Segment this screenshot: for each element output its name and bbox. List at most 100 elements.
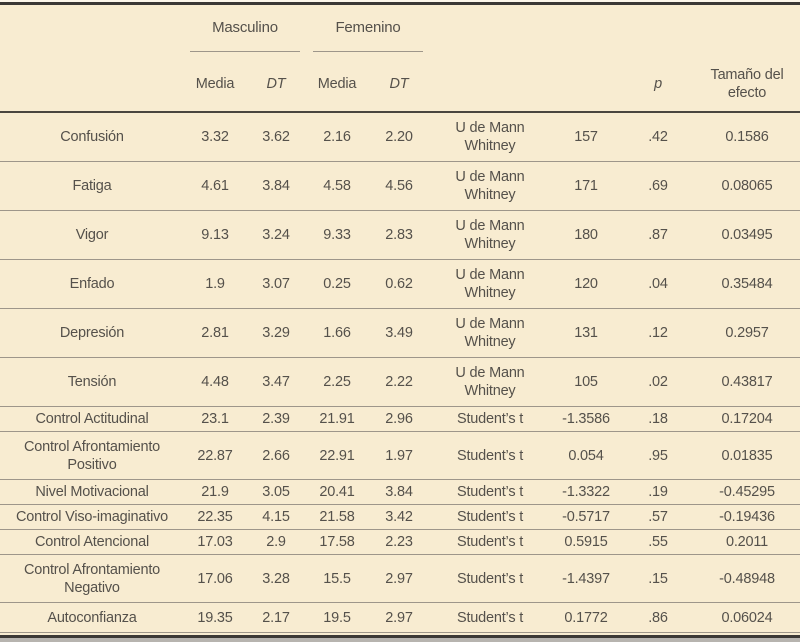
statistic-cell: 0.1772: [550, 603, 622, 632]
femenino-media-value: 2.16: [323, 129, 351, 145]
test-name-cell: U de Mann Whitney: [430, 113, 550, 161]
femenino-dt-value: 2.22: [385, 374, 413, 390]
p-value: .18: [648, 411, 668, 427]
statistic-value: 105: [574, 374, 598, 390]
femenino-dt-value: 1.97: [385, 447, 413, 464]
test-name-cell: Student’s t: [430, 407, 550, 431]
test-name-cell: Student’s t: [430, 603, 550, 632]
variable-name: Vigor: [75, 227, 109, 243]
femenino-dt-value: 3.49: [385, 325, 413, 341]
empty-header-cell: [550, 57, 622, 111]
p-value-cell: .15: [622, 555, 694, 602]
statistic-value: 120: [574, 276, 598, 292]
statistic-cell: 120: [550, 260, 622, 308]
p-value: .42: [648, 129, 668, 145]
masculino-dt-cell: 3.28: [246, 555, 306, 602]
group-label-masculino: Masculino: [212, 19, 278, 36]
femenino-dt-value: 2.23: [385, 534, 413, 550]
variable-name: Control Atencional: [34, 534, 150, 550]
femenino-media-value: 4.58: [323, 178, 351, 194]
top-edge-strip: [0, 0, 800, 2]
table-row: Enfado 1.9 3.07 0.25 0.62 U de Mann Whit…: [0, 260, 800, 309]
masculino-dt-cell: 2.39: [246, 407, 306, 431]
femenino-dt-cell: 2.23: [368, 530, 430, 554]
p-value-cell: .12: [622, 309, 694, 357]
table-bottom-rule: [0, 635, 800, 638]
empty-header-cell: [430, 57, 550, 111]
masculino-media-cell: 17.03: [184, 530, 246, 554]
femenino-dt-cell: 2.83: [368, 211, 430, 259]
variable-name-cell: Control Afrontamiento Positivo: [0, 432, 184, 479]
masculino-media-value: 23.1: [201, 411, 229, 427]
p-value-cell: .69: [622, 162, 694, 210]
p-value-cell: .87: [622, 211, 694, 259]
p-value-cell: .04: [622, 260, 694, 308]
table-row: Control Actitudinal 23.1 2.39 21.91 2.96…: [0, 407, 800, 432]
femenino-media-value: 21.58: [319, 509, 355, 525]
effect-size-value: 0.17204: [721, 411, 773, 427]
femenino-dt-cell: 3.42: [368, 505, 430, 529]
effect-size-value: 0.06024: [721, 609, 773, 626]
effect-size-value: -0.45295: [719, 484, 775, 500]
statistic-cell: -1.3322: [550, 480, 622, 504]
femenino-dt-cell: 2.97: [368, 555, 430, 602]
p-value: .87: [648, 227, 668, 243]
femenino-dt-cell: 2.97: [368, 603, 430, 632]
statistic-value: -1.4397: [562, 570, 610, 587]
table-row: Control Atencional 17.03 2.9 17.58 2.23 …: [0, 530, 800, 555]
masculino-media-cell: 4.61: [184, 162, 246, 210]
statistic-cell: -0.5717: [550, 505, 622, 529]
femenino-media-value: 21.91: [319, 411, 355, 427]
masculino-dt-cell: 3.62: [246, 113, 306, 161]
masculino-dt-value: 2.66: [262, 447, 290, 464]
masculino-media-value: 2.81: [201, 325, 229, 341]
statistic-cell: 105: [550, 358, 622, 406]
masculino-dt-value: 2.39: [262, 411, 290, 427]
effect-size-cell: 0.2011: [694, 530, 800, 554]
masculino-dt-value: 3.84: [262, 178, 290, 194]
p-value-cell: .42: [622, 113, 694, 161]
table-row: Nivel Motivacional 21.9 3.05 20.41 3.84 …: [0, 480, 800, 505]
femenino-dt-value: 2.83: [385, 227, 413, 243]
statistic-value: -0.5717: [562, 509, 610, 525]
p-value: .19: [648, 484, 668, 500]
p-value: .57: [648, 509, 668, 525]
masculino-media-value: 3.32: [201, 129, 229, 145]
p-value-cell: .57: [622, 505, 694, 529]
femenino-media-cell: 1.66: [306, 309, 368, 357]
femenino-dt-cell: 2.20: [368, 113, 430, 161]
col-header-p: p: [654, 76, 662, 92]
femenino-media-value: 17.58: [319, 534, 355, 550]
statistic-cell: -1.4397: [550, 555, 622, 602]
femenino-dt-cell: 0.62: [368, 260, 430, 308]
femenino-dt-value: 4.56: [385, 178, 413, 194]
p-value: .55: [648, 534, 668, 550]
masculino-dt-value: 3.28: [262, 570, 290, 587]
femenino-dt-value: 2.20: [385, 129, 413, 145]
group-header-row: Masculino Femenino: [0, 5, 800, 57]
variable-name-cell: Fatiga: [0, 162, 184, 210]
masculino-dt-cell: 2.9: [246, 530, 306, 554]
femenino-dt-cell: 2.22: [368, 358, 430, 406]
p-value-cell: .95: [622, 432, 694, 479]
statistic-cell: 0.054: [550, 432, 622, 479]
effect-size-cell: 0.03495: [694, 211, 800, 259]
masculino-dt-value: 2.9: [266, 534, 286, 550]
masculino-dt-cell: 3.29: [246, 309, 306, 357]
variable-name: Confusión: [60, 129, 124, 145]
group-underline: [313, 51, 423, 52]
p-value: .86: [648, 609, 668, 626]
femenino-dt-value: 3.84: [385, 484, 413, 500]
p-value: .95: [648, 447, 668, 464]
masculino-dt-value: 3.47: [262, 374, 290, 390]
effect-size-cell: 0.17204: [694, 407, 800, 431]
masculino-media-value: 17.03: [197, 534, 233, 550]
effect-size-value: 0.1586: [725, 129, 769, 145]
variable-name-cell: Confusión: [0, 113, 184, 161]
table-body: Confusión 3.32 3.62 2.16 2.20 U de Mann …: [0, 113, 800, 633]
variable-name-cell: Enfado: [0, 260, 184, 308]
effect-size-cell: -0.48948: [694, 555, 800, 602]
statistic-value: -1.3322: [562, 484, 610, 500]
test-name-cell: U de Mann Whitney: [430, 309, 550, 357]
effect-size-cell: -0.45295: [694, 480, 800, 504]
